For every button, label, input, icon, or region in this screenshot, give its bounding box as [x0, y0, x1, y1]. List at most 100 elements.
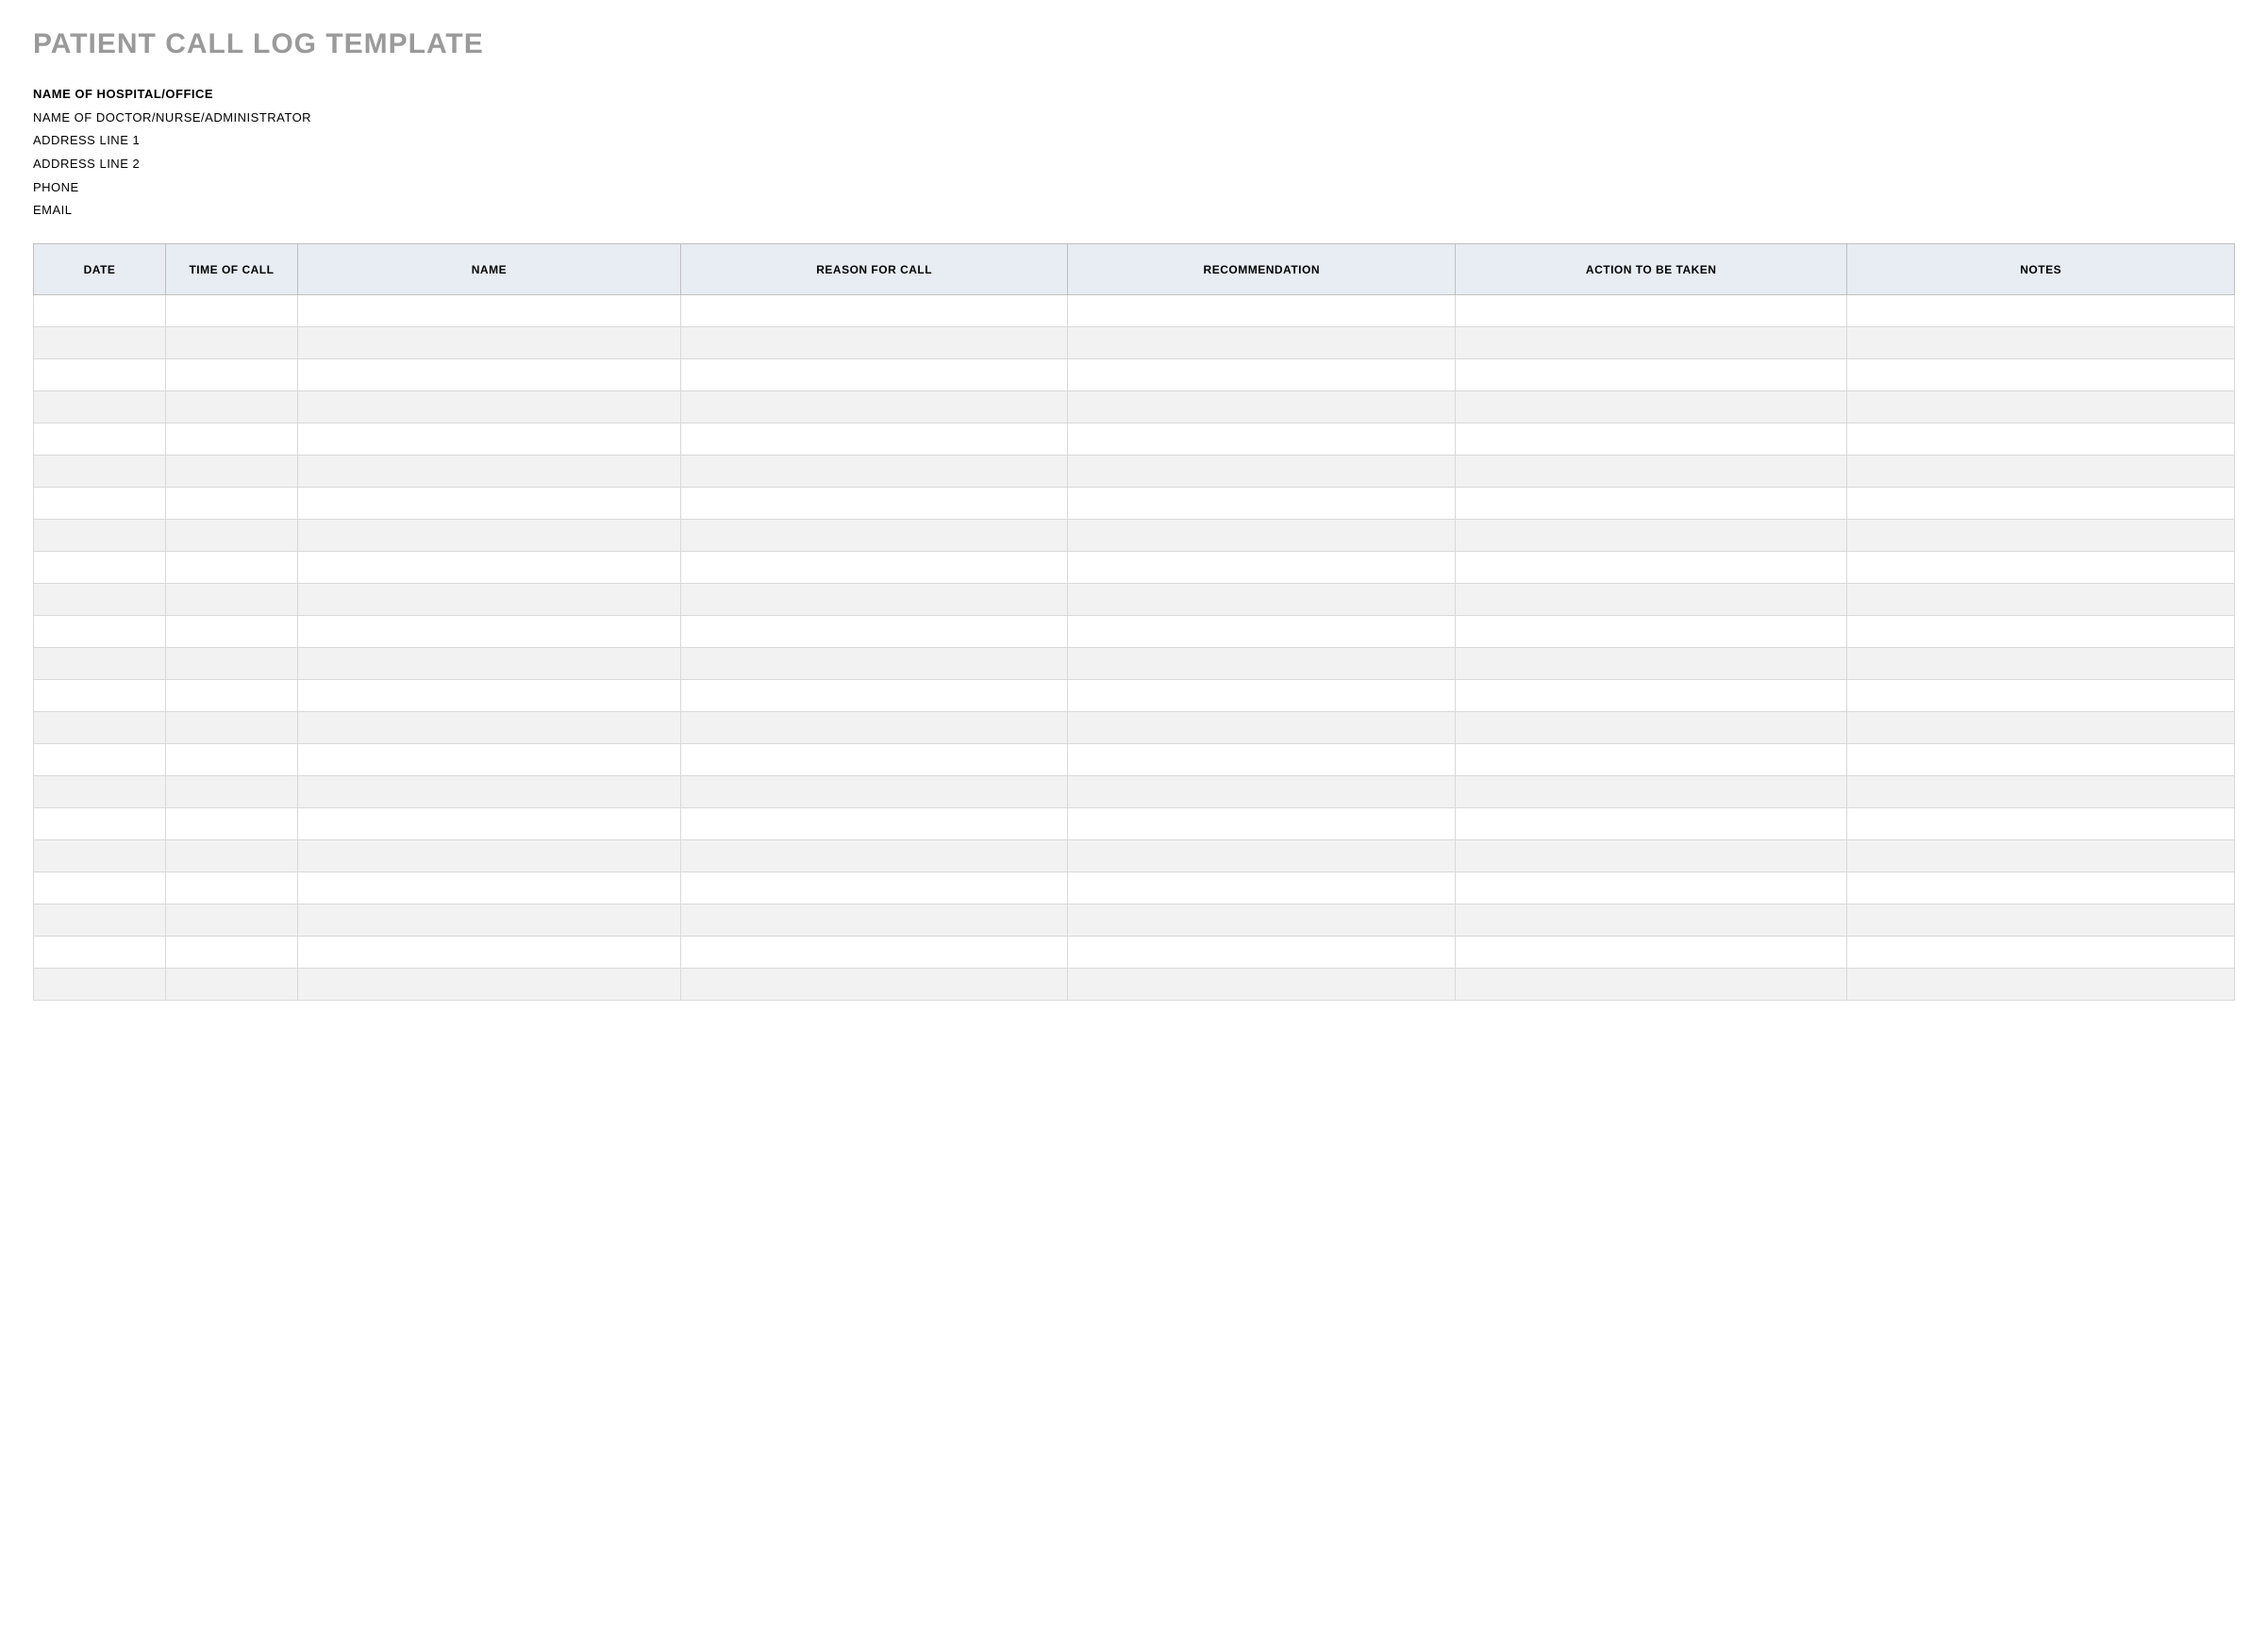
- table-cell: [297, 776, 680, 808]
- table-cell: [1456, 327, 1847, 359]
- table-cell: [1456, 712, 1847, 744]
- table-cell: [297, 744, 680, 776]
- table-cell: [1068, 969, 1456, 1001]
- table-cell: [34, 520, 166, 552]
- table-cell: [165, 808, 297, 840]
- table-cell: [34, 776, 166, 808]
- table-cell: [1847, 680, 2235, 712]
- table-cell: [297, 295, 680, 327]
- table-cell: [1456, 872, 1847, 904]
- table-cell: [1847, 552, 2235, 584]
- table-cell: [297, 520, 680, 552]
- table-cell: [165, 584, 297, 616]
- table-cell: [34, 584, 166, 616]
- table-cell: [34, 488, 166, 520]
- table-cell: [1068, 295, 1456, 327]
- table-cell: [34, 327, 166, 359]
- table-cell: [165, 840, 297, 872]
- table-cell: [165, 712, 297, 744]
- table-cell: [297, 872, 680, 904]
- table-cell: [1456, 391, 1847, 423]
- table-cell: [1847, 327, 2235, 359]
- admin-name-line: NAME OF DOCTOR/NURSE/ADMINISTRATOR: [33, 107, 2235, 130]
- table-row: [34, 423, 2235, 456]
- table-cell: [1847, 359, 2235, 391]
- table-cell: [680, 904, 1068, 937]
- table-cell: [1456, 488, 1847, 520]
- table-cell: [165, 391, 297, 423]
- table-cell: [680, 744, 1068, 776]
- table-cell: [680, 327, 1068, 359]
- column-header: TIME OF CALL: [165, 244, 297, 295]
- table-cell: [1068, 744, 1456, 776]
- table-cell: [680, 359, 1068, 391]
- table-cell: [1847, 456, 2235, 488]
- table-cell: [1847, 808, 2235, 840]
- table-cell: [1456, 359, 1847, 391]
- table-cell: [680, 423, 1068, 456]
- table-cell: [1456, 423, 1847, 456]
- table-cell: [1456, 969, 1847, 1001]
- table-cell: [34, 648, 166, 680]
- table-row: [34, 776, 2235, 808]
- table-cell: [680, 969, 1068, 1001]
- table-row: [34, 584, 2235, 616]
- table-cell: [1847, 904, 2235, 937]
- table-cell: [165, 488, 297, 520]
- table-cell: [1068, 359, 1456, 391]
- table-cell: [680, 616, 1068, 648]
- table-cell: [165, 904, 297, 937]
- table-cell: [1847, 872, 2235, 904]
- column-header: REASON FOR CALL: [680, 244, 1068, 295]
- table-cell: [297, 584, 680, 616]
- table-cell: [165, 776, 297, 808]
- table-cell: [297, 423, 680, 456]
- table-cell: [1847, 584, 2235, 616]
- table-cell: [297, 937, 680, 969]
- table-cell: [1456, 648, 1847, 680]
- table-cell: [165, 937, 297, 969]
- table-cell: [34, 423, 166, 456]
- column-header: NOTES: [1847, 244, 2235, 295]
- table-cell: [165, 969, 297, 1001]
- table-cell: [165, 648, 297, 680]
- table-cell: [1068, 391, 1456, 423]
- table-cell: [297, 808, 680, 840]
- table-cell: [1847, 744, 2235, 776]
- table-cell: [1456, 744, 1847, 776]
- table-row: [34, 552, 2235, 584]
- table-cell: [680, 808, 1068, 840]
- table-row: [34, 808, 2235, 840]
- table-row: [34, 744, 2235, 776]
- table-cell: [34, 872, 166, 904]
- table-cell: [297, 391, 680, 423]
- table-cell: [1068, 552, 1456, 584]
- table-cell: [165, 520, 297, 552]
- table-cell: [680, 872, 1068, 904]
- table-row: [34, 616, 2235, 648]
- table-cell: [34, 904, 166, 937]
- table-cell: [1068, 648, 1456, 680]
- table-cell: [297, 552, 680, 584]
- table-cell: [1456, 552, 1847, 584]
- table-row: [34, 872, 2235, 904]
- table-cell: [297, 488, 680, 520]
- hospital-name-line: NAME OF HOSPITAL/OFFICE: [33, 83, 2235, 107]
- table-header-row: DATETIME OF CALLNAMEREASON FOR CALLRECOM…: [34, 244, 2235, 295]
- table-cell: [1068, 423, 1456, 456]
- table-cell: [297, 648, 680, 680]
- table-cell: [1456, 616, 1847, 648]
- table-cell: [1456, 808, 1847, 840]
- table-cell: [1847, 520, 2235, 552]
- table-cell: [1847, 648, 2235, 680]
- table-cell: [297, 840, 680, 872]
- table-cell: [1456, 295, 1847, 327]
- table-cell: [680, 584, 1068, 616]
- table-row: [34, 295, 2235, 327]
- table-cell: [680, 712, 1068, 744]
- table-cell: [1068, 616, 1456, 648]
- table-cell: [1068, 680, 1456, 712]
- table-cell: [34, 969, 166, 1001]
- table-cell: [165, 359, 297, 391]
- table-cell: [1847, 616, 2235, 648]
